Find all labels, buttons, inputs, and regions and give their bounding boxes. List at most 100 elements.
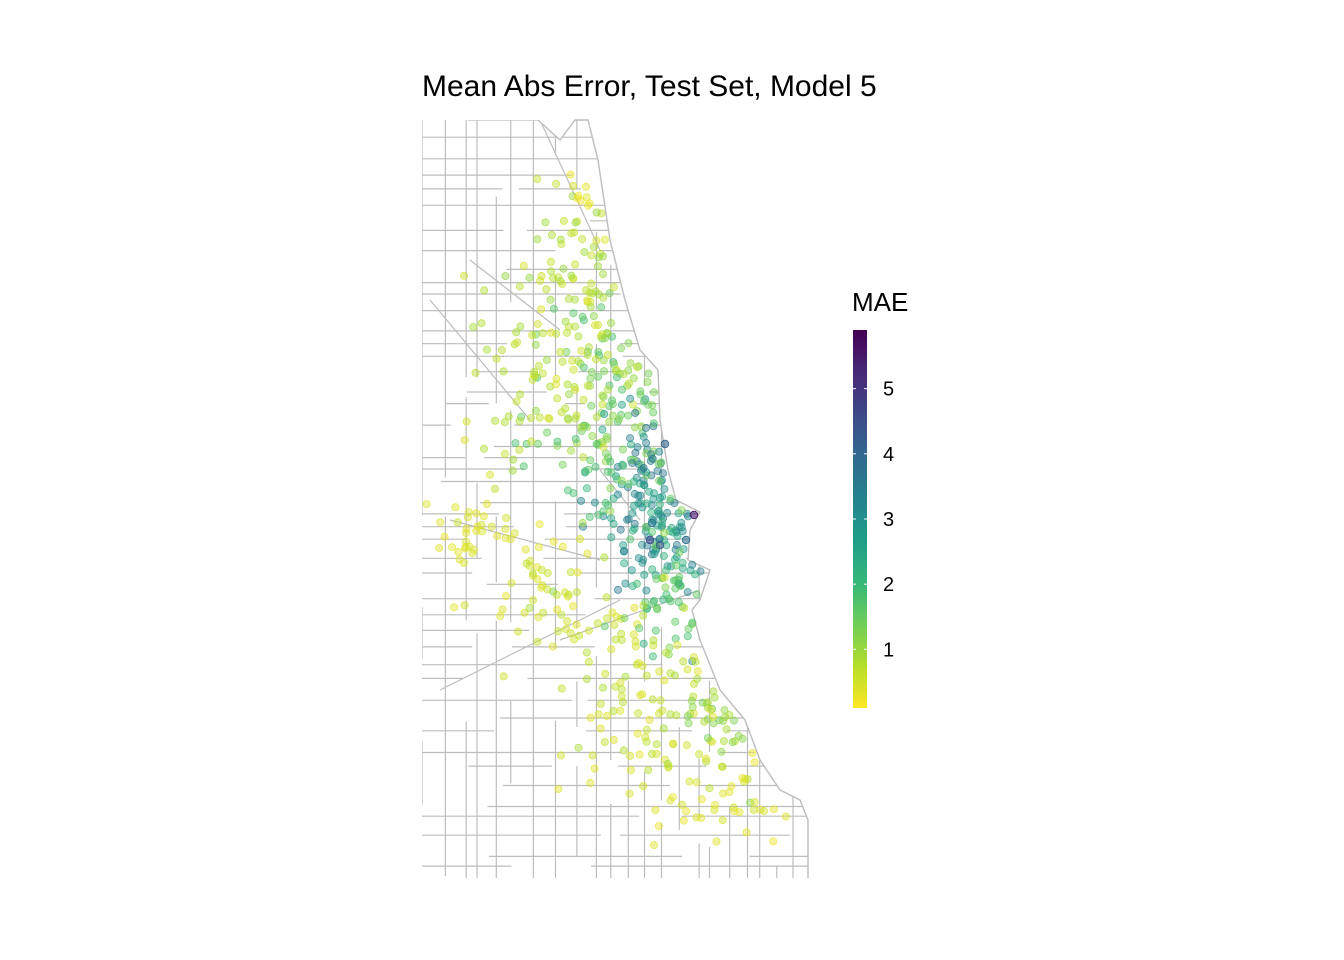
- mae-point: [658, 492, 667, 501]
- mae-point: [639, 611, 648, 620]
- mae-point: [652, 740, 661, 749]
- mae-point: [502, 514, 511, 523]
- mae-point: [576, 535, 585, 544]
- mae-point: [692, 778, 701, 787]
- mae-point: [750, 758, 759, 767]
- mae-point: [702, 754, 711, 763]
- mae-point: [616, 525, 625, 534]
- mae-point: [592, 413, 601, 422]
- mae-point: [572, 411, 581, 420]
- mae-point: [628, 582, 637, 591]
- mae-point: [674, 509, 683, 518]
- mae-point: [619, 461, 628, 470]
- mae-point: [636, 390, 645, 399]
- mae-point: [648, 565, 657, 574]
- mae-point: [697, 795, 706, 804]
- mae-point: [583, 296, 592, 305]
- city-outline: [537, 119, 809, 878]
- mae-point: [580, 248, 589, 257]
- mae-point: [642, 449, 651, 458]
- mae-point: [649, 408, 658, 417]
- mae-point: [497, 346, 506, 355]
- mae-point-high: [660, 439, 670, 449]
- mae-point: [664, 762, 673, 771]
- mae-point: [642, 671, 651, 680]
- mae-point: [569, 365, 578, 374]
- mae-point: [675, 548, 684, 557]
- mae-point: [588, 431, 597, 440]
- mae-point: [663, 508, 672, 517]
- mae-point: [705, 784, 714, 793]
- mae-point: [609, 707, 618, 716]
- mae-point: [552, 179, 561, 188]
- mae-point: [603, 614, 612, 623]
- mae-point: [590, 498, 599, 507]
- mae-point: [573, 194, 582, 203]
- mae-point: [695, 750, 704, 759]
- mae-point: [760, 807, 769, 816]
- mae-point: [553, 394, 562, 403]
- mae-point: [619, 541, 628, 550]
- mae-point: [675, 573, 684, 582]
- mae-point: [618, 400, 627, 409]
- mae-point: [549, 537, 558, 546]
- mae-point: [648, 528, 657, 537]
- mae-point: [533, 320, 542, 329]
- mae-point: [465, 542, 474, 551]
- mae-point: [605, 289, 614, 298]
- mae-point: [639, 432, 648, 441]
- mae-point: [652, 749, 661, 758]
- mae-point: [485, 470, 494, 479]
- mae-point: [749, 805, 758, 814]
- mae-point: [591, 321, 600, 330]
- mae-point: [469, 322, 478, 331]
- mae-point: [610, 620, 619, 629]
- mae-point: [512, 328, 521, 337]
- mae-point: [671, 634, 680, 643]
- mae-point: [562, 625, 571, 634]
- mae-point: [533, 563, 542, 572]
- mae-point: [616, 706, 625, 715]
- mae-point: [659, 724, 668, 733]
- mae-point: [477, 319, 486, 328]
- mae-point: [604, 501, 613, 510]
- mae-point: [568, 192, 577, 201]
- mae-point: [527, 437, 536, 446]
- mae-point: [659, 469, 668, 478]
- mae-point: [651, 626, 660, 635]
- mae-point: [628, 509, 637, 518]
- mae-point: [578, 235, 587, 244]
- mae-point: [691, 657, 700, 666]
- mae-point: [649, 636, 658, 645]
- mae-point: [655, 506, 664, 515]
- mae-point: [709, 687, 718, 696]
- mae-point: [578, 518, 587, 527]
- mae-point: [543, 569, 552, 578]
- mae-point: [549, 304, 558, 313]
- mae-point: [717, 762, 726, 771]
- mae-point: [594, 320, 603, 329]
- mae-point: [592, 439, 601, 448]
- mae-point: [650, 841, 659, 850]
- mae-point: [538, 329, 547, 338]
- mae-point: [501, 592, 510, 601]
- mae-point: [587, 368, 596, 377]
- mae-point: [527, 414, 536, 423]
- mae-point: [511, 439, 520, 448]
- mae-point: [629, 374, 638, 383]
- mae-point: [624, 339, 633, 348]
- mae-point: [596, 724, 605, 733]
- mae-point: [548, 642, 557, 651]
- mae-point: [453, 518, 462, 527]
- mae-point: [730, 716, 739, 725]
- mae-point: [647, 508, 656, 517]
- mae-point: [671, 671, 680, 680]
- legend-tick-label: 2: [883, 574, 894, 596]
- mae-point: [574, 743, 583, 752]
- mae-point: [584, 657, 593, 666]
- mae-point: [561, 588, 570, 597]
- mae-point: [547, 230, 556, 239]
- mae-point: [687, 696, 696, 705]
- mae-point: [599, 252, 608, 261]
- mae-point: [672, 561, 681, 570]
